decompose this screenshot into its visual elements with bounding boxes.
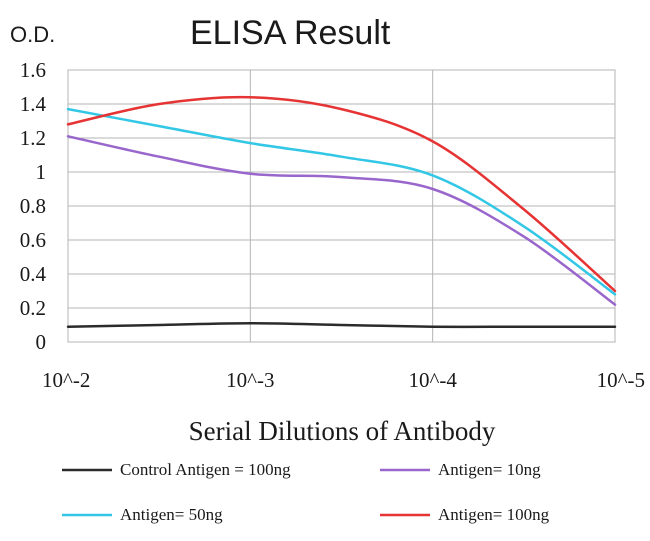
y-tick-label: 1 — [36, 160, 47, 184]
legend-item: Antigen= 100ng — [380, 505, 550, 524]
x-tick-label: 10^-5 — [597, 368, 645, 392]
legend-item: Antigen= 50ng — [62, 505, 223, 524]
series-line-2 — [66, 107, 617, 296]
legend-item: Antigen= 10ng — [380, 460, 541, 479]
x-tick-label: 10^-3 — [226, 368, 274, 392]
y-tick-label: 0.2 — [20, 296, 46, 320]
legend-label: Control Antigen = 100ng — [120, 460, 291, 479]
legend-label: Antigen= 10ng — [438, 460, 541, 479]
series-line-0 — [66, 322, 617, 329]
y-tick-label: 0.4 — [20, 262, 47, 286]
legend: Control Antigen = 100ng Antigen= 10ng Anti… — [62, 460, 550, 524]
x-tick-label: 10^-4 — [408, 368, 457, 392]
x-axis-label: Serial Dilutions of Antibody — [189, 416, 496, 446]
series-line-1 — [66, 135, 617, 306]
legend-label: Antigen= 50ng — [120, 505, 223, 524]
plot-area — [67, 69, 616, 343]
y-axis-ticks: 0 0.2 0.4 0.6 0.8 1 1.2 1.4 1.6 — [20, 58, 47, 354]
y-tick-label: 0.8 — [20, 194, 46, 218]
y-tick-label: 1.2 — [20, 126, 46, 150]
y-tick-label: 1.4 — [20, 92, 47, 116]
x-tick-label: 10^-2 — [42, 368, 90, 392]
y-tick-label: 0.6 — [20, 228, 46, 252]
legend-item: Control Antigen = 100ng — [62, 460, 291, 479]
y-tick-label: 1.6 — [20, 58, 46, 82]
y-tick-label: 0 — [36, 330, 47, 354]
chart-title: ELISA Result — [190, 14, 391, 52]
series-line-3 — [66, 95, 617, 293]
y-axis-label: O.D. — [10, 22, 55, 47]
series-lines — [66, 95, 617, 329]
legend-label: Antigen= 100ng — [438, 505, 550, 524]
x-axis-ticks: 10^-2 10^-3 10^-4 10^-5 — [42, 368, 645, 392]
